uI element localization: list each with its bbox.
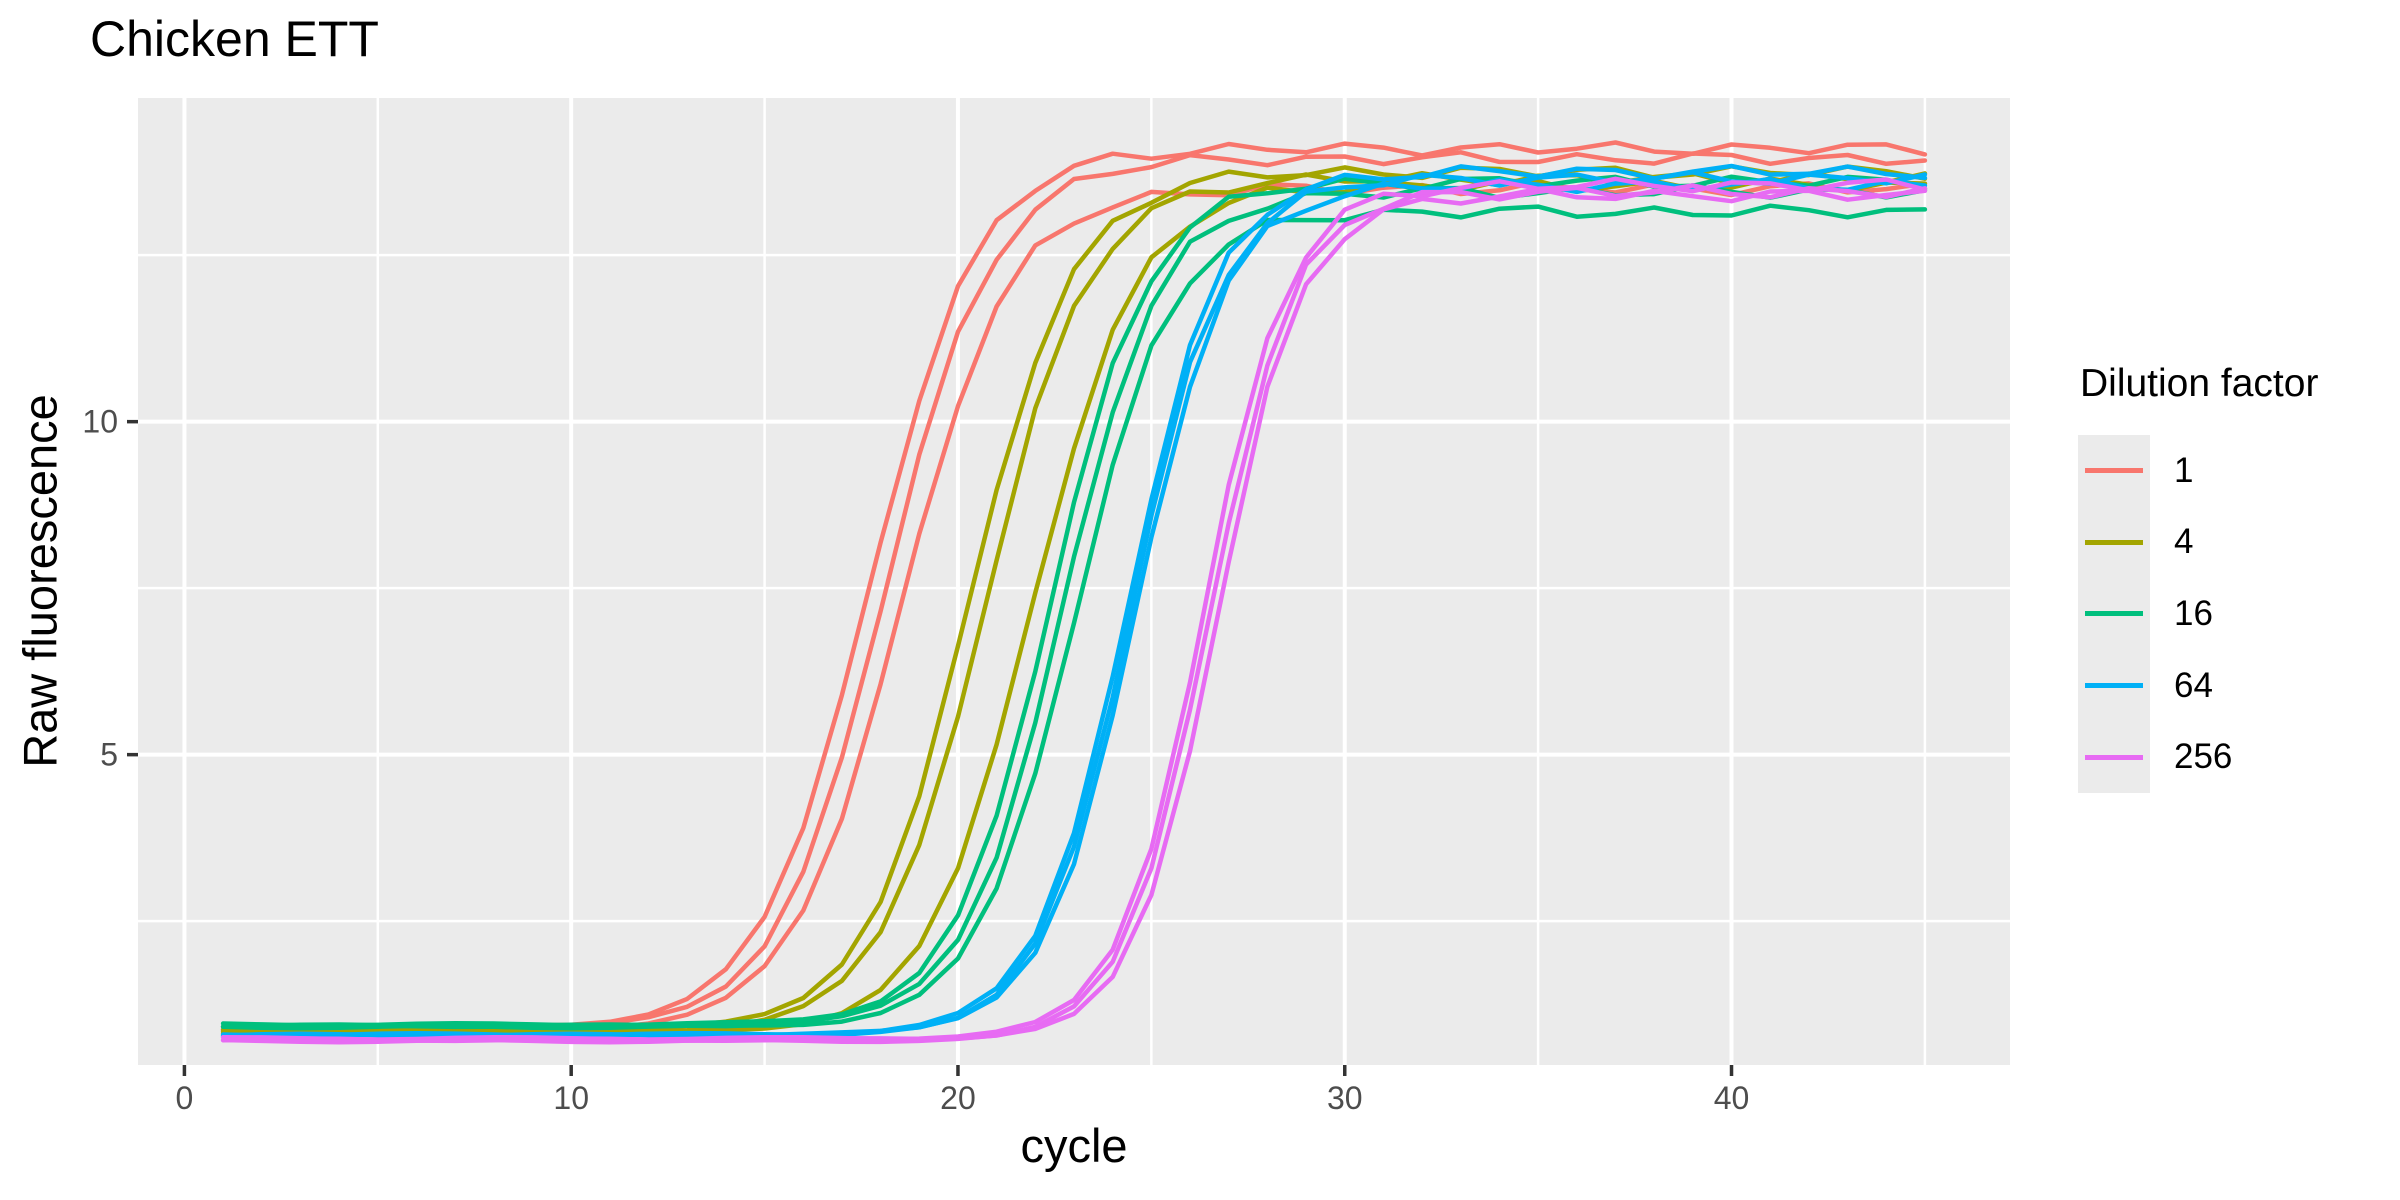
plot-panel xyxy=(138,98,2010,1065)
series-line-16 xyxy=(220,203,1928,1031)
legend-entry-label: 64 xyxy=(2174,665,2213,705)
x-tick-label: 20 xyxy=(940,1080,976,1116)
x-axis-title: cycle xyxy=(1020,1119,1128,1172)
legend-key xyxy=(2078,721,2150,793)
series-line-256 xyxy=(220,186,1928,1045)
legend-title: Dilution factor xyxy=(2080,362,2319,405)
legend-key-line xyxy=(2085,754,2143,760)
x-tick-label: 40 xyxy=(1714,1080,1750,1116)
legend-key xyxy=(2078,506,2150,579)
legend-key-line xyxy=(2085,611,2143,617)
legend-entry-label: 256 xyxy=(2174,737,2233,777)
series-lines xyxy=(220,140,1928,1045)
legend-entry-label: 16 xyxy=(2174,593,2213,633)
legend-entry: 4 xyxy=(2078,506,2232,579)
legend-entry: 16 xyxy=(2078,578,2232,650)
y-tick-label: 10 xyxy=(82,404,118,440)
legend-key-line xyxy=(2085,468,2143,474)
legend-key-line xyxy=(2085,683,2143,689)
legend-entry: 256 xyxy=(2078,721,2232,793)
chart-title: Chicken ETT xyxy=(90,11,379,67)
y-axis-title: Raw fluorescence xyxy=(13,394,67,768)
x-tick-label: 10 xyxy=(553,1080,589,1116)
y-tick-label: 5 xyxy=(100,737,118,773)
legend-key xyxy=(2078,435,2150,507)
legend: 1 4 16 64 256 xyxy=(2078,435,2232,793)
legend-entry: 64 xyxy=(2078,649,2232,722)
legend-entry: 1 xyxy=(2078,435,2232,507)
legend-entry-label: 1 xyxy=(2174,450,2194,490)
legend-entry-label: 4 xyxy=(2174,522,2194,562)
series-line-256 xyxy=(220,176,1928,1042)
legend-key xyxy=(2078,578,2150,650)
legend-key-line xyxy=(2085,539,2143,545)
x-tick-label: 30 xyxy=(1327,1080,1363,1116)
legend-key xyxy=(2078,649,2150,722)
x-tick-label: 0 xyxy=(176,1080,194,1116)
